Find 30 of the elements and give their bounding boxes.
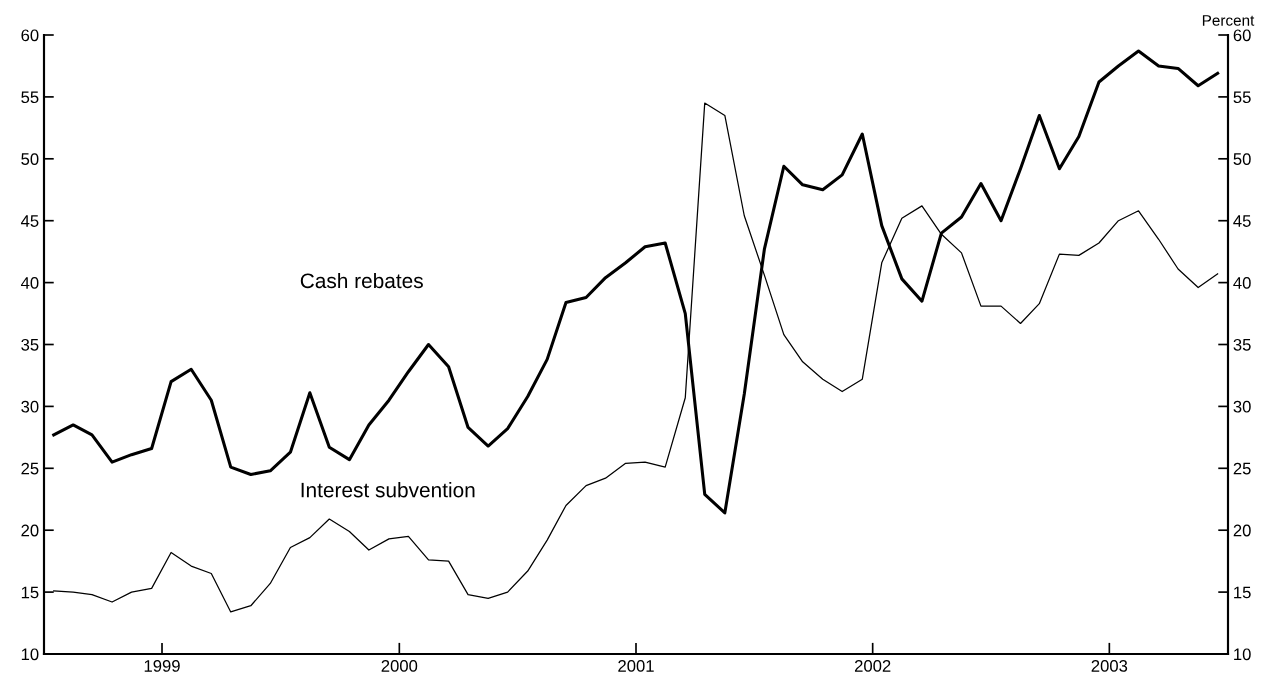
x-tick-label: 2003	[1091, 660, 1128, 672]
y-tick-label: 55	[21, 91, 39, 104]
x-tick-label: 2001	[618, 660, 654, 672]
y-tick-label: 35	[21, 338, 39, 351]
text: Cash rebates	[300, 272, 423, 289]
y2-tick-label: 15	[1234, 586, 1251, 599]
y-tick-label: 20	[21, 524, 39, 537]
y-tick-label: 30	[21, 400, 39, 413]
x-tick-label: 1999	[144, 660, 180, 672]
y2-tick-label: 30	[1233, 400, 1251, 413]
y-tick-label: 50	[21, 153, 39, 165]
y-tick-label: 60	[21, 29, 39, 42]
y-tick-label: 40	[20, 277, 39, 289]
y2-tick-label: 60	[1233, 29, 1251, 42]
y-tick-label: 10	[21, 648, 39, 661]
y-tick-label: 45	[20, 215, 39, 227]
y-tick-label: 15	[21, 586, 39, 599]
y2-axis-title: Percent	[1202, 15, 1255, 26]
y2-tick-label: 10	[1234, 648, 1251, 661]
series-label: Interest subvention	[301, 482, 475, 498]
y2-tick-label: 50	[1233, 153, 1251, 165]
y-tick-label: 25	[21, 462, 39, 475]
y2-tick-label: 35	[1233, 338, 1251, 351]
y2-tick-label: 55	[1233, 91, 1251, 104]
x-tick-label: 2000	[381, 660, 418, 672]
y2-tick-label: 45	[1233, 215, 1251, 227]
y2-tick-label: 20	[1233, 524, 1251, 537]
y2-tick-label: 25	[1233, 462, 1251, 475]
x-tick-label: 2002	[854, 660, 891, 672]
y2-tick-label: 40	[1233, 277, 1251, 289]
